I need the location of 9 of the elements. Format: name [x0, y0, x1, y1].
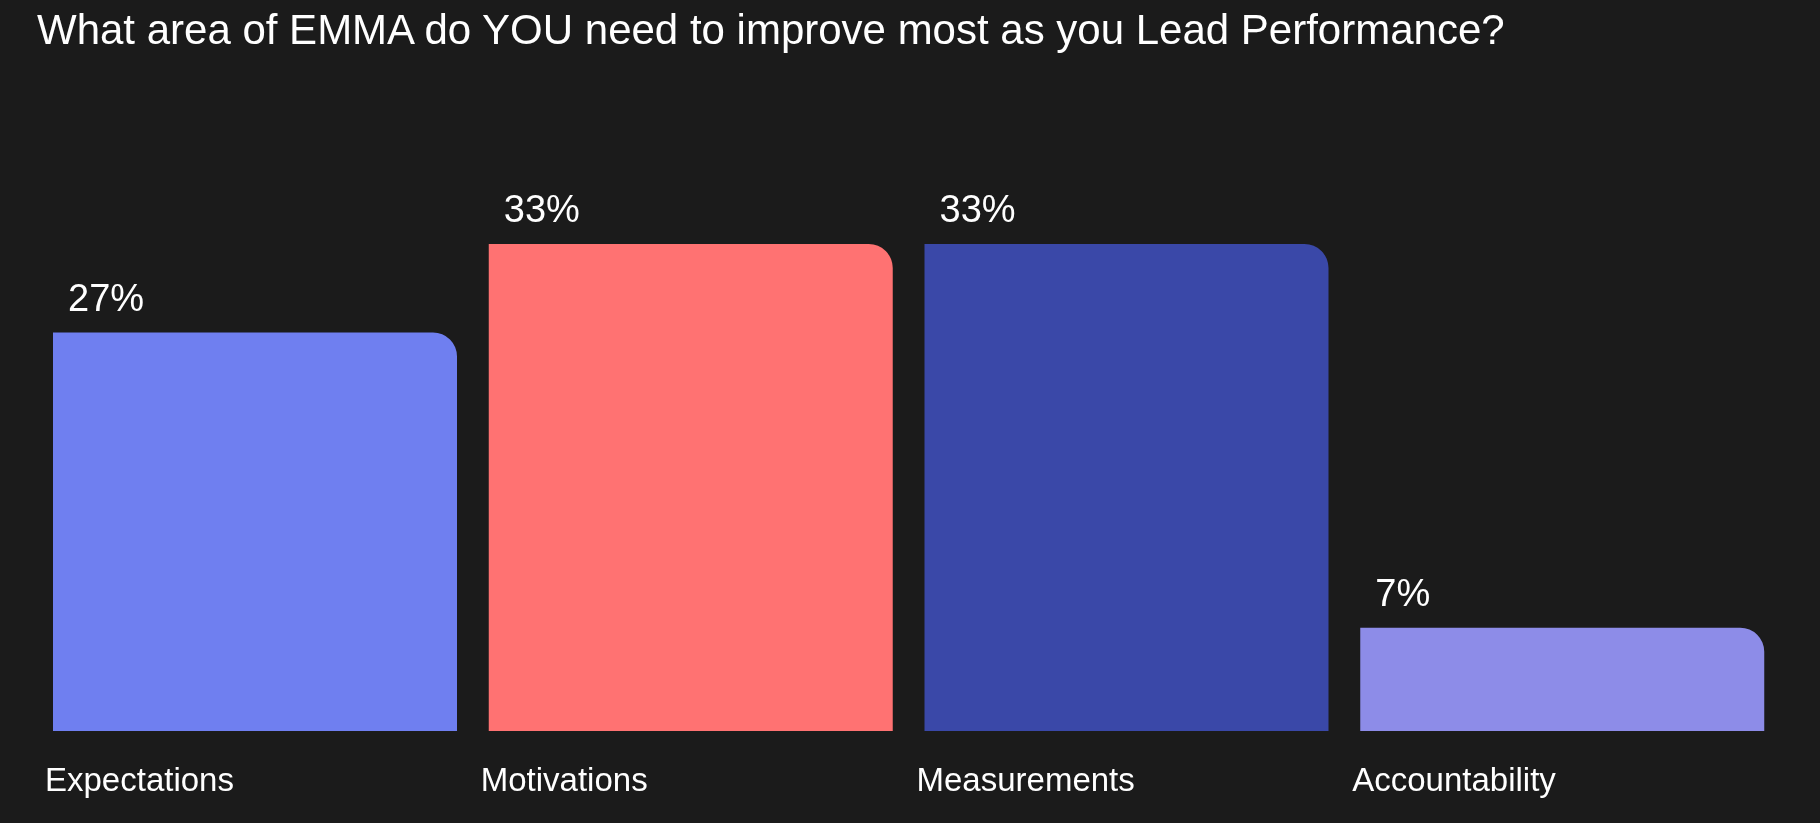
- x-tick-label: Motivations: [480, 761, 648, 798]
- x-tick-label: Expectations: [45, 761, 234, 798]
- chart-title: What area of EMMA do YOU need to improve most as you Lead Performance?: [37, 6, 1505, 54]
- data-label: 33%: [503, 188, 580, 230]
- x-tick-label: Accountability: [1352, 761, 1557, 798]
- data-label: 7%: [1375, 571, 1431, 614]
- x-tick-label: Measurements: [916, 761, 1135, 798]
- data-label: 27%: [68, 276, 145, 319]
- data-label: 33%: [939, 188, 1016, 230]
